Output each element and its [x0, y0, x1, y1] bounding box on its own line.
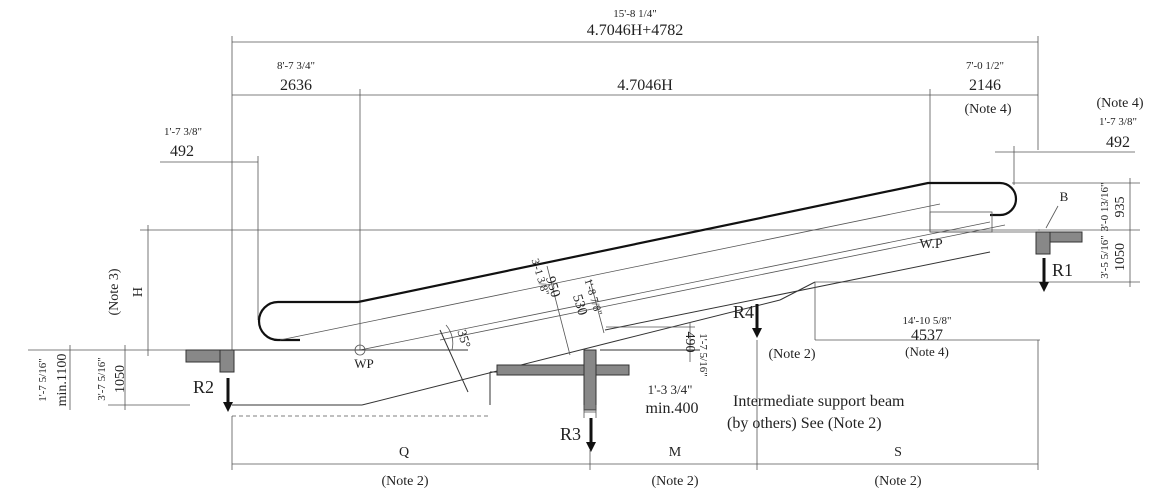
- angle-marker: 35°: [445, 324, 474, 351]
- overall-metric-label: 4.7046H+4782: [587, 22, 684, 39]
- wp-bottom-marker: [354, 344, 366, 356]
- intermediate-support: [496, 364, 630, 376]
- segment-dimensions: 8'-7 3/4" 2636 4.7046H 7'-0 1/2" 2146 (N…: [232, 60, 1038, 350]
- left-imperial-label: 8'-7 3/4": [277, 60, 315, 72]
- wp-top-label: W.P: [919, 237, 942, 252]
- left-metric-label: 2636: [280, 77, 312, 94]
- segment-q-note: (Note 2): [381, 474, 428, 489]
- mid-height-imperial-label: 1'-7 5/16": [697, 333, 709, 376]
- right-metric-label: 2146: [969, 77, 1001, 94]
- reaction-r4-note: (Note 2): [768, 347, 815, 362]
- bottom-min-metric-label: min.1100: [55, 354, 70, 407]
- intermediate-post: [583, 349, 597, 411]
- top-extent-imperial-label: 14'-10 5/8": [903, 315, 952, 327]
- angle-label: 35°: [454, 328, 474, 350]
- escalator-truss: [232, 181, 1040, 417]
- top-extent-dimension: 14'-10 5/8" 4537 (Note 4): [903, 315, 952, 359]
- left-overhang-dimension: 1'-7 3/8" 492: [160, 126, 259, 320]
- top-pit-metric-label: 1050: [1113, 243, 1128, 271]
- support-width-metric-label: min.400: [646, 400, 699, 417]
- reaction-r3: R3: [560, 418, 596, 452]
- middle-metric-label: 4.7046H: [617, 77, 673, 94]
- left-overhang-imperial-label: 1'-7 3/8": [164, 126, 202, 138]
- reaction-r4: R4 (Note 2): [733, 302, 816, 470]
- height-label: H: [131, 287, 146, 297]
- left-overhang-metric-label: 492: [170, 143, 194, 160]
- segment-s-note: (Note 2): [874, 474, 921, 489]
- segment-m-note: (Note 2): [651, 474, 698, 489]
- reaction-r2: R2: [193, 377, 233, 412]
- segment-m-label: M: [669, 445, 682, 460]
- top-support-post: [1035, 231, 1051, 255]
- support-width-dim: 1'-3 3/4" min.400: [583, 382, 699, 418]
- height-dimension: H (Note 3): [107, 225, 1040, 356]
- inner-depth-metric-label: 530: [569, 293, 589, 317]
- intermediate-support-label: Intermediate support beam: [733, 393, 905, 410]
- wp-bottom-label: WP: [354, 356, 374, 371]
- reaction-r4-label: R4: [733, 302, 754, 322]
- top-pit-imperial-label: 3'-5 5/16": [1099, 235, 1111, 278]
- bottom-segments: Q (Note 2) M (Note 2) S (Note 2): [231, 340, 1039, 489]
- segment-s-label: S: [894, 445, 902, 460]
- bottom-support-post: [219, 349, 235, 373]
- bottom-min-imperial-label: 1'-7 5/16": [37, 358, 49, 401]
- top-extent-note-label: (Note 4): [905, 344, 949, 359]
- right-imperial-label: 7'-0 1/2": [966, 60, 1004, 72]
- reaction-r2-label: R2: [193, 377, 214, 397]
- right-vertical-dimensions: 935 3'-0 13/16" 1050 3'-5 5/16": [815, 178, 1140, 287]
- truss-depth-metric-label: 950: [542, 275, 562, 299]
- b-label: B: [1060, 189, 1069, 204]
- mid-height-metric-label: 490: [682, 332, 697, 353]
- reaction-r1: R1: [1039, 258, 1073, 292]
- bottom-left-vertical-dimensions: min.1100 1'-7 5/16" 1050 3'-7 5/16": [28, 345, 190, 410]
- right-overhang-imperial-label: 1'-7 3/8": [1099, 116, 1137, 128]
- height-note-label: (Note 3): [107, 268, 122, 315]
- reaction-r1-label: R1: [1052, 260, 1073, 280]
- top-extent-metric-label: 4537: [911, 327, 943, 344]
- top-height-metric-label: 935: [1113, 197, 1128, 218]
- overall-imperial-label: 15'-8 1/4": [613, 8, 656, 20]
- intermediate-support-note: Intermediate support beam (by others) Se…: [727, 393, 905, 432]
- right-overhang-note-label: (Note 4): [1096, 96, 1143, 111]
- right-note-label: (Note 4): [964, 102, 1011, 117]
- mid-height-dims: 490 1'-7 5/16": [606, 322, 709, 377]
- truss-depth-dims: 3'-1 3/8" 950 1'-8 7/8" 530: [529, 257, 605, 356]
- bottom-pit-imperial-label: 3'-7 5/16": [96, 357, 108, 400]
- work-points: WP W.P B: [354, 189, 1068, 371]
- reaction-r3-label: R3: [560, 424, 581, 444]
- by-others-label: (by others) See (Note 2): [727, 415, 882, 432]
- supports: [185, 231, 1083, 411]
- overall-dimension: 15'-8 1/4" 4.7046H+4782: [231, 8, 1039, 350]
- right-overhang-dimension: (Note 4) 1'-7 3/8" 492: [995, 96, 1144, 185]
- top-height-imperial-label: 3'-0 13/16": [1099, 183, 1111, 232]
- right-overhang-metric-label: 492: [1106, 134, 1130, 151]
- bottom-pit-metric-label: 1050: [113, 365, 128, 393]
- segment-q-label: Q: [399, 445, 409, 460]
- support-width-imperial-label: 1'-3 3/4": [648, 382, 693, 397]
